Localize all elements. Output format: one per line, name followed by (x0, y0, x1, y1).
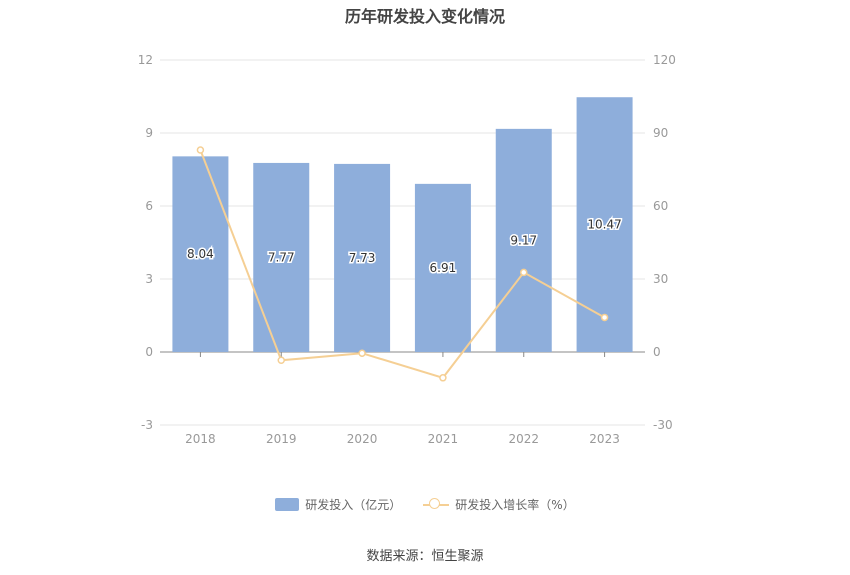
y-right-tick-label: -30 (653, 418, 673, 432)
bar-data-label: 10.47 (587, 218, 621, 232)
y-left-tick-label: 9 (145, 126, 153, 140)
chart-legend: 研发投入（亿元） 研发投入增长率（%） (0, 496, 850, 513)
bar (172, 156, 229, 352)
y-right-tick-label: 30 (653, 272, 668, 286)
data-source-note: 数据来源：恒生聚源 (366, 549, 484, 564)
line-point (196, 146, 205, 154)
line-point (439, 374, 447, 382)
bar (334, 163, 391, 352)
bar (414, 183, 471, 352)
legend-label-rd-investment: 研发投入（亿元） (305, 498, 402, 512)
bar-data-label: 7.73 (349, 251, 376, 265)
bar (576, 97, 633, 352)
line-point (277, 356, 285, 365)
legend-label-growth-rate: 研发投入增长率（%） (455, 498, 575, 512)
x-tick-label: 2018 (185, 432, 216, 446)
x-tick-label: 2020 (347, 432, 378, 446)
y-left-tick-label: 12 (138, 53, 153, 67)
y-left-tick-label: 0 (145, 345, 153, 359)
bar-data-label: 6.91 (430, 261, 457, 275)
y-left-tick-label: 3 (145, 272, 153, 286)
line-point (520, 268, 528, 277)
line-point (358, 349, 366, 357)
y-left-tick-label: -3 (141, 418, 153, 432)
bar (253, 162, 310, 352)
y-right-tick-label: 0 (653, 345, 661, 359)
bar (495, 128, 552, 352)
legend-item-rd-investment[interactable]: 研发投入（亿元） (275, 496, 401, 513)
x-tick-label: 2021 (428, 432, 459, 446)
bar-data-label: 8.04 (187, 247, 214, 261)
bar-data-label: 7.77 (268, 250, 295, 264)
y-right-tick-label: 90 (653, 126, 668, 140)
legend-item-growth-rate[interactable]: 研发投入增长率（%） (423, 496, 575, 513)
bar-data-label: 9.17 (510, 233, 537, 247)
x-tick-label: 2019 (266, 432, 297, 446)
y-right-tick-label: 60 (653, 199, 668, 213)
series-line-growth-rate (199, 149, 606, 379)
legend-swatch-bar (275, 498, 300, 511)
x-tick-label: 2022 (508, 432, 539, 446)
chart-title: 历年研发投入变化情况 (344, 7, 505, 26)
y-right-tick-label: 120 (653, 53, 676, 67)
legend-swatch-line (423, 497, 450, 512)
x-tick-label: 2023 (589, 432, 620, 446)
line-point (600, 313, 609, 322)
y-left-tick-label: 6 (145, 199, 153, 213)
